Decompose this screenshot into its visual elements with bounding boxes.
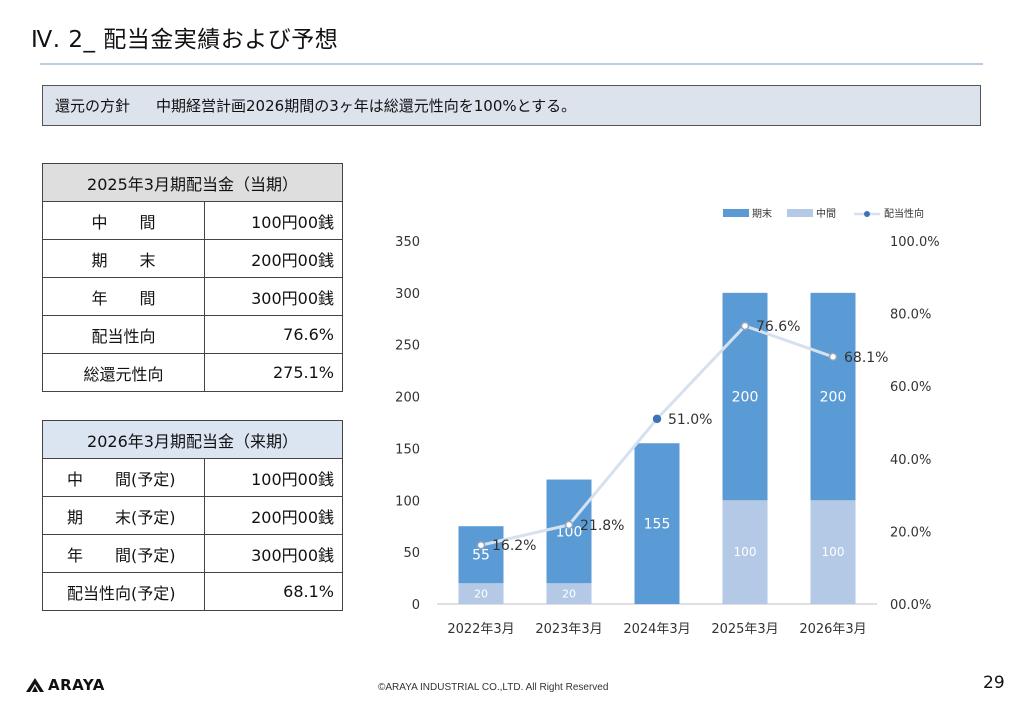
x-tick-label: 2025年3月: [711, 622, 778, 637]
bar-year-end: [634, 443, 680, 604]
row-value: 76.6%: [204, 315, 343, 354]
x-tick-label: 2022年3月: [447, 622, 514, 637]
next-dividend-table: 2026年3月期配当金（来期） 中 間(予定) 100円00銭 期 末(予定) …: [42, 420, 343, 611]
x-tick-label: 2023年3月: [535, 622, 602, 637]
line-data-label: 16.2%: [492, 538, 536, 554]
legend-swatch-year-end: [723, 209, 749, 217]
table-row: 配当性向(予定) 68.1%: [42, 572, 343, 611]
y-left-tick-label: 200: [395, 391, 420, 406]
y-left-tick-label: 250: [395, 339, 420, 354]
row-label: 期 末: [42, 239, 205, 278]
payout-ratio-point: [652, 414, 662, 424]
table-row: 総還元性向 275.1%: [42, 353, 343, 392]
bar-data-label: 100: [556, 524, 583, 540]
payout-ratio-point: [740, 321, 750, 331]
policy-text: 中期経営計画2026期間の3ヶ年は総還元性向を100%とする。: [156, 97, 577, 115]
bar-data-label: 55: [472, 548, 490, 564]
payout-ratio-point: [476, 540, 486, 550]
line-data-label: 68.1%: [844, 350, 888, 366]
row-value: 275.1%: [204, 353, 343, 392]
row-value: 200円00銭: [204, 496, 343, 535]
bar-interim: [722, 500, 768, 604]
y-left-tick-label: 150: [395, 442, 420, 457]
row-value: 300円00銭: [204, 277, 343, 316]
y-left-tick-label: 350: [395, 235, 420, 250]
current-table-title: 2025年3月期配当金（当期）: [42, 163, 343, 202]
line-data-label: 21.8%: [580, 518, 624, 534]
line-data-label: 51.0%: [668, 412, 712, 428]
row-value: 100円00銭: [204, 201, 343, 240]
row-label: 中 間(予定): [42, 458, 205, 497]
bar-year-end: [458, 526, 504, 584]
row-value: 100円00銭: [204, 458, 343, 497]
table-row: 中 間(予定) 100円00銭: [42, 458, 343, 497]
bar-data-label: 200: [820, 390, 847, 406]
logo-mark-icon: [26, 678, 44, 692]
row-label: 配当性向: [42, 315, 205, 354]
y-right-tick-label: 60.0%: [890, 380, 931, 395]
table-row: 中 間 100円00銭: [42, 201, 343, 240]
bar-data-label: 100: [822, 545, 845, 559]
row-label: 年 間: [42, 277, 205, 316]
bar-interim: [546, 583, 592, 604]
bar-year-end: [546, 479, 592, 584]
table-row: 期 末 200円00銭: [42, 239, 343, 278]
copyright-text: ©ARAYA INDUSTRIAL CO.,LTD. All Right Res…: [378, 682, 609, 693]
dividend-chart: 0 50 100 150 200 250 300 350 00.0% 20.0% 40.0% 60.0…: [395, 207, 940, 637]
table-row: 配当性向 76.6%: [42, 315, 343, 354]
row-label: 期 末(予定): [42, 496, 205, 535]
policy-label: 還元の方針: [55, 97, 131, 115]
bar-data-label: 20: [562, 588, 576, 601]
row-label: 総還元性向: [42, 353, 205, 392]
row-label: 中 間: [42, 201, 205, 240]
payout-ratio-point: [564, 520, 574, 530]
row-value: 200円00銭: [204, 239, 343, 278]
next-table-title: 2026年3月期配当金（来期）: [42, 420, 343, 459]
y-left-tick-label: 0: [412, 598, 420, 613]
y-right-tick-label: 100.0%: [890, 235, 940, 250]
y-left-tick-label: 100: [395, 494, 420, 509]
x-tick-label: 2024年3月: [623, 622, 690, 637]
page-title: Ⅳ. 2_ 配当金実績および予想: [31, 27, 339, 53]
row-label: 配当性向(予定): [42, 572, 205, 611]
y-right-tick-label: 40.0%: [890, 453, 931, 468]
row-value: 300円00銭: [204, 534, 343, 573]
araya-logo: ARAYA: [25, 676, 105, 694]
table-row: 年 間 300円00銭: [42, 277, 343, 316]
legend-swatch-marker: [864, 211, 870, 217]
bar-data-label: 200: [732, 390, 759, 406]
row-value: 68.1%: [204, 572, 343, 611]
policy-banner: 還元の方針 中期経営計画2026期間の3ヶ年は総還元性向を100%とする。: [42, 85, 981, 126]
y-right-tick-label: 00.0%: [890, 598, 931, 613]
logo-text: ARAYA: [48, 676, 105, 694]
table-row: 年 間(予定) 300円00銭: [42, 534, 343, 573]
bar-year-end: [810, 292, 856, 501]
line-data-label: 76.6%: [756, 319, 800, 335]
x-tick-label: 2026年3月: [799, 622, 866, 637]
legend-label: 期末: [752, 207, 772, 220]
bar-interim: [458, 583, 504, 604]
row-label: 年 間(予定): [42, 534, 205, 573]
legend-label: 中間: [816, 207, 836, 220]
legend-swatch-interim: [787, 209, 813, 217]
y-left-tick-label: 300: [395, 287, 420, 302]
page-number: 29: [983, 673, 1005, 693]
table-row: 期 末(予定) 200円00銭: [42, 496, 343, 535]
y-right-tick-label: 80.0%: [890, 308, 931, 323]
payout-ratio-point: [828, 352, 838, 362]
bar-data-label: 100: [734, 545, 757, 559]
legend-label: 配当性向: [884, 207, 924, 220]
title-divider: [40, 63, 983, 65]
bar-interim: [810, 500, 856, 604]
y-right-tick-label: 20.0%: [890, 525, 931, 540]
current-dividend-table: 2025年3月期配当金（当期） 中 間 100円00銭 期 末 200円00銭 …: [42, 163, 343, 392]
y-left-tick-label: 50: [403, 546, 420, 561]
bar-data-label: 155: [644, 517, 671, 533]
bar-data-label: 20: [474, 588, 488, 601]
